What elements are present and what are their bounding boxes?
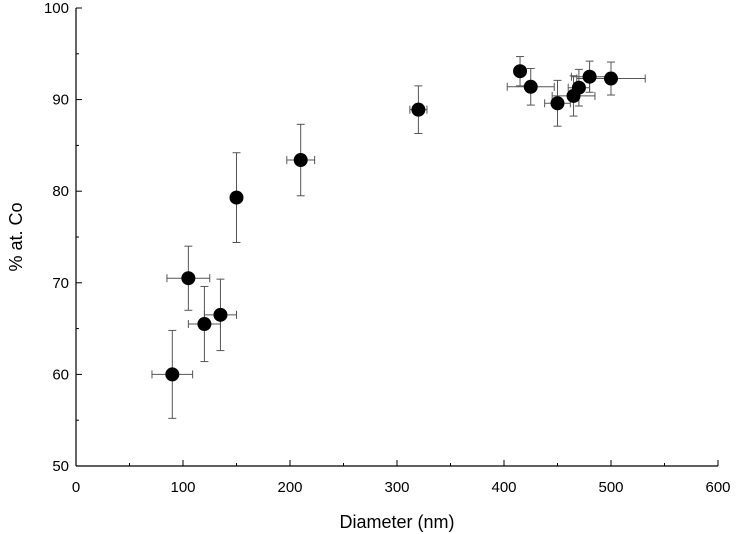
data-point	[197, 317, 212, 332]
data-point	[165, 367, 180, 382]
y-tick-labels: 50 60 70 80 90 100	[44, 0, 69, 475]
x-tick-label: 300	[384, 479, 409, 496]
data-point	[513, 64, 528, 79]
data-point	[523, 79, 538, 94]
y-tick-label: 60	[52, 366, 69, 383]
data-point	[411, 102, 426, 117]
data-point	[213, 307, 228, 322]
x-tick-label: 200	[277, 479, 302, 496]
x-axis-title: Diameter (nm)	[339, 512, 454, 532]
error-bars	[151, 56, 646, 419]
y-tick-label: 80	[52, 183, 69, 200]
data-point	[582, 69, 597, 84]
x-tick-label: 500	[598, 479, 623, 496]
data-point	[604, 71, 618, 86]
y-tick-label: 70	[52, 275, 69, 292]
data-point	[550, 96, 565, 111]
data-point	[293, 153, 308, 168]
data-points	[165, 64, 618, 382]
x-tick-label: 400	[491, 479, 516, 496]
x-tick-label: 100	[170, 479, 195, 496]
y-tick-label: 90	[52, 92, 69, 109]
data-point	[229, 190, 244, 205]
y-axis-title: % at. Co	[6, 202, 26, 271]
y-tick-label: 50	[52, 458, 69, 475]
data-point	[571, 80, 586, 95]
y-tick-label: 100	[44, 0, 69, 17]
x-tick-labels: 0 100 200 300 400 500 600	[72, 479, 731, 496]
x-tick-label: 600	[705, 479, 730, 496]
x-tick-label: 0	[72, 479, 80, 496]
data-point	[181, 271, 196, 286]
